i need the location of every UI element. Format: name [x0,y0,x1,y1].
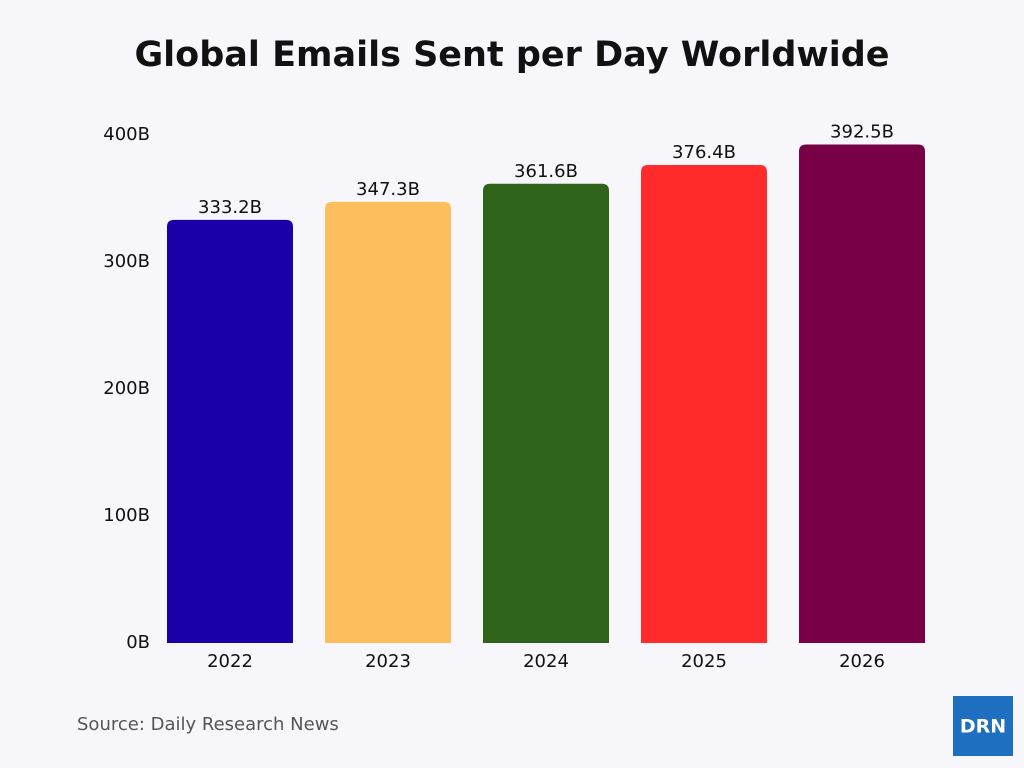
bar [799,144,925,643]
y-tick-label: 400B [103,124,150,145]
value-label: 392.5B [830,122,894,143]
bar [641,164,767,644]
y-tick-label: 200B [103,378,150,399]
value-label: 347.3B [356,179,420,200]
value-label: 376.4B [672,142,736,163]
source: Source: Daily Research News [77,714,339,735]
x-tick-label: 2022 [207,651,253,672]
value-label: 361.6B [514,161,578,182]
y-tick-label: 300B [103,251,150,272]
bar [483,183,609,643]
y-tick-label: 0B [126,632,150,653]
x-tick-label: 2026 [839,651,885,672]
bar [167,219,293,643]
bar [325,201,451,643]
logo: DRN [960,716,1006,738]
logo-box [953,696,1013,756]
x-tick-label: 2023 [365,651,411,672]
y-tick-label: 100B [103,505,150,526]
value-label: 333.2B [198,197,262,218]
x-tick-label: 2025 [681,651,727,672]
x-tick-label: 2024 [523,651,569,672]
chart-title: Global Emails Sent per Day Worldwide [134,35,889,75]
